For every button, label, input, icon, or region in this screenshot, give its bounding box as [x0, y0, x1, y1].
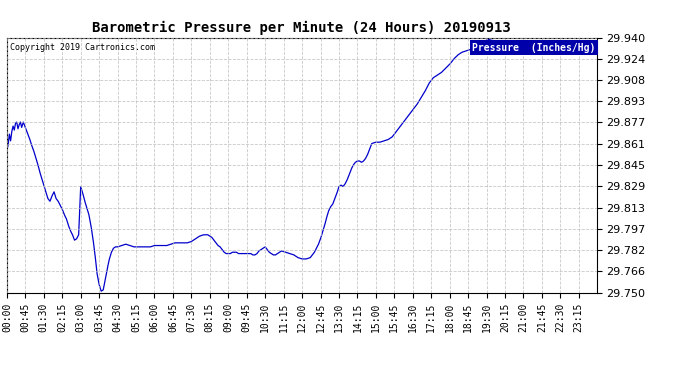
- Text: Pressure  (Inches/Hg): Pressure (Inches/Hg): [472, 43, 595, 52]
- Title: Barometric Pressure per Minute (24 Hours) 20190913: Barometric Pressure per Minute (24 Hours…: [92, 21, 511, 35]
- Text: Copyright 2019 Cartronics.com: Copyright 2019 Cartronics.com: [10, 43, 155, 52]
